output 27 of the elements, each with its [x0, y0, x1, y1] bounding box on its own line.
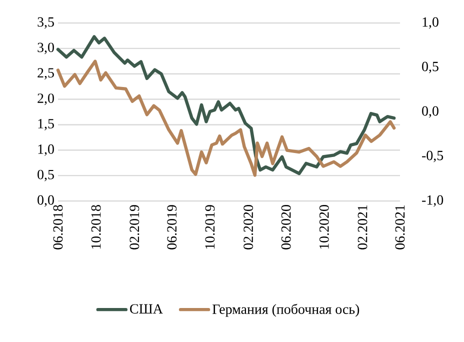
x-tick-label: 02.2020: [244, 205, 254, 250]
x-tick-label: 02.2019: [130, 205, 140, 250]
y2-tick-label: 0,5: [422, 62, 438, 74]
x-tick-label: 10.2019: [205, 205, 215, 249]
legend-label: США: [130, 304, 163, 314]
y2-tick-label: -1,0: [422, 195, 444, 207]
y2-tick-label: 0,0: [422, 106, 438, 118]
x-tick-label: 02.2021: [358, 205, 368, 250]
x-tick-label: 10.2018: [91, 205, 101, 249]
legend-label: Германия (побочная ось): [212, 304, 360, 317]
y-tick-label: 3,0: [38, 42, 54, 54]
y-tick-label: 3,5: [38, 17, 54, 29]
x-tick-label: 06.2018: [53, 205, 63, 250]
y-tick-label: 0,0: [38, 195, 54, 207]
y-tick-label: 0,5: [38, 170, 54, 182]
line-series: [56, 60, 396, 177]
x-tick-label: 06.2021: [395, 205, 405, 250]
x-tick-label: 10.2020: [319, 205, 329, 249]
y-tick-label: 1,0: [38, 144, 54, 156]
y-tick-label: 1,5: [38, 119, 54, 130]
x-tick-label: 06.2020: [281, 205, 291, 250]
x-tick-label: 06.2019: [167, 205, 177, 250]
y-tick-label: 2,5: [38, 68, 54, 80]
y-tick-label: 2,0: [38, 94, 54, 105]
line-series: [56, 35, 396, 176]
y2-tick-label: 1,0: [422, 17, 438, 29]
y2-tick-label: -0,5: [422, 150, 444, 162]
